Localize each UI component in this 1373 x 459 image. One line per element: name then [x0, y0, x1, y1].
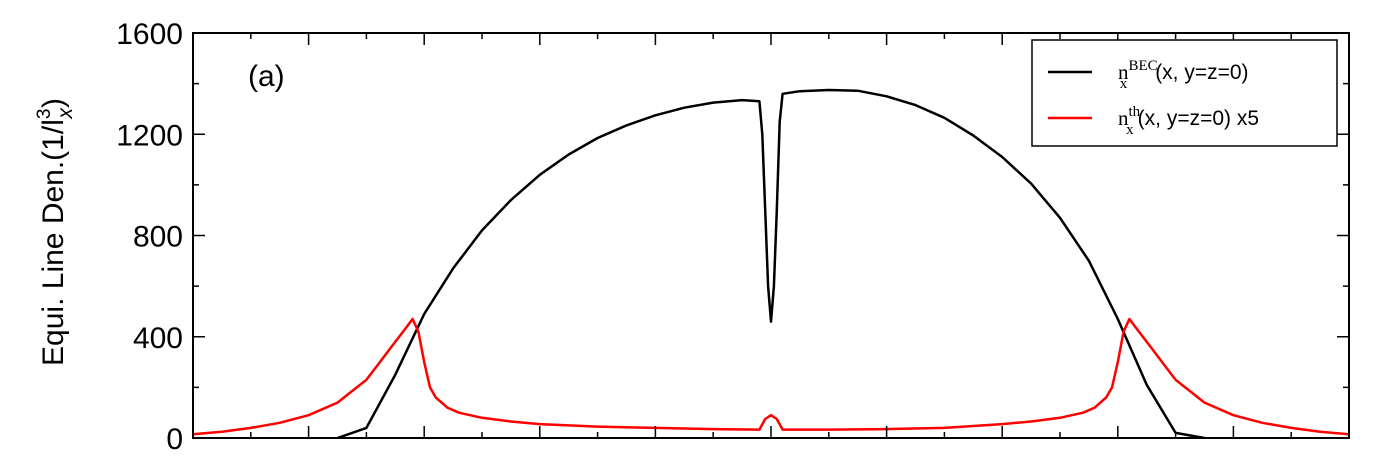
y-tick-label: 400	[133, 322, 183, 355]
legend-label-th-rest: (x, y=z=0) x5	[1138, 107, 1259, 130]
legend-label-th-sup: th	[1129, 104, 1141, 120]
legend-label-bec-rest: (x, y=z=0)	[1155, 61, 1248, 84]
y-axis-title-base: l	[37, 119, 70, 126]
legend-label-bec: nBEC x (x, y=z=0)	[1118, 58, 1249, 92]
legend-label-th-base: n	[1118, 106, 1129, 130]
legend-label-th: nth x (x, y=z=0) x5	[1118, 104, 1259, 138]
legend-label-th-sub: x	[1126, 122, 1134, 138]
y-axis-title-subscript: x	[54, 107, 77, 120]
series-layer	[193, 88, 1349, 438]
legend-label-bec-sub: x	[1120, 76, 1128, 92]
y-tick-label: 800	[133, 221, 183, 254]
y-axis-title-exponent: 3	[34, 109, 55, 120]
legend-label-bec-sup: BEC	[1129, 58, 1158, 74]
legend-box	[1031, 39, 1338, 147]
y-tick-label: 1600	[116, 18, 183, 51]
legend-label-bec-base: n	[1118, 60, 1129, 84]
series-line-1	[193, 317, 1349, 436]
y-ticks: 0 400 800 1200 1600	[116, 18, 1349, 456]
y-axis-title-prefix: Equi. Line Den.(1/	[37, 125, 70, 366]
x-ticks	[192, 33, 1350, 438]
legend: nBEC x (x, y=z=0) nth x (x, y=z=0) x5	[1031, 39, 1338, 147]
y-tick-label: 0	[166, 423, 183, 456]
panel-label: (a)	[248, 60, 285, 93]
y-tick-label: 1200	[116, 119, 183, 152]
y-axis-title: Equi. Line Den.(1/l3x)	[34, 98, 77, 366]
y-axis-title-suffix: )	[37, 98, 70, 108]
series-line-0	[337, 88, 1205, 438]
